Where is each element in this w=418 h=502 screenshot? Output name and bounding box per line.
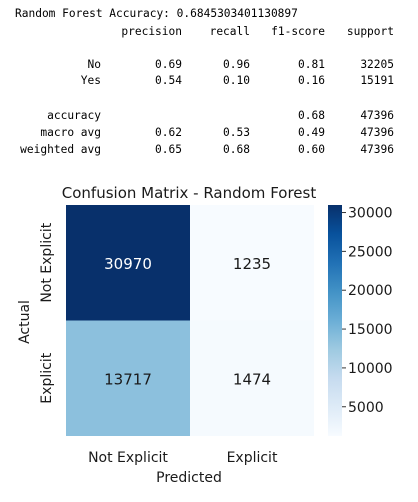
colorbar-tick-label: 5000 xyxy=(348,400,384,416)
row-recall: 0.53 xyxy=(223,126,250,139)
colorbar-tick-label: 20000 xyxy=(348,283,393,299)
row-precision: 0.69 xyxy=(155,58,182,71)
cell-value-label: 1235 xyxy=(233,255,271,273)
heatmap-cells: 30970 1235 13717 1474 xyxy=(66,205,314,436)
heatmap-cell xyxy=(66,320,190,436)
header-support: support xyxy=(346,25,394,38)
row-f1: 0.49 xyxy=(298,126,325,139)
row-precision: 0.65 xyxy=(155,143,182,156)
heatmap-cell xyxy=(66,205,190,321)
heatmap-cell xyxy=(190,320,314,436)
x-tick-label: Explicit xyxy=(227,450,278,466)
x-tick-labels: Not Explicit Explicit xyxy=(88,450,278,466)
colorbar-ticks: 5000 10000 15000 20000 25000 30000 xyxy=(342,206,393,416)
colorbar-tick-label: 10000 xyxy=(348,361,393,377)
cell-value-label: 1474 xyxy=(233,370,271,388)
classification-report: Random Forest Accuracy: 0.68453034011308… xyxy=(0,0,418,170)
row-label: Yes xyxy=(80,74,101,87)
colorbar-tick-label: 15000 xyxy=(348,322,393,338)
row-label: accuracy xyxy=(47,109,101,122)
cell-value-label: 13717 xyxy=(104,370,152,388)
header-f1-score: f1-score xyxy=(271,25,325,38)
row-label: No xyxy=(87,58,101,71)
row-f1: 0.81 xyxy=(298,58,325,71)
row-support: 47396 xyxy=(360,109,394,122)
row-label: weighted avg xyxy=(20,143,101,156)
y-axis-label: Actual xyxy=(17,300,33,344)
cell-value-label: 30970 xyxy=(104,255,152,273)
row-support: 32205 xyxy=(360,58,394,71)
row-support: 47396 xyxy=(360,126,394,139)
y-tick-label: Explicit xyxy=(39,352,55,403)
row-label: macro avg xyxy=(40,126,101,139)
row-precision: 0.54 xyxy=(155,74,182,87)
x-axis-label: Predicted xyxy=(156,470,222,486)
y-tick-label: Not Explicit xyxy=(39,222,55,302)
row-f1: 0.68 xyxy=(298,109,325,122)
colorbar xyxy=(328,205,342,436)
confusion-matrix-chart: Confusion Matrix - Random Forest 30970 12… xyxy=(17,184,393,486)
row-recall: 0.68 xyxy=(223,143,250,156)
row-recall: 0.96 xyxy=(223,58,250,71)
chart-title: Confusion Matrix - Random Forest xyxy=(62,184,317,202)
row-f1: 0.60 xyxy=(298,143,325,156)
colorbar-tick-label: 30000 xyxy=(348,206,393,222)
row-support: 15191 xyxy=(360,74,394,87)
colorbar-tick-label: 25000 xyxy=(348,244,393,260)
row-f1: 0.16 xyxy=(298,74,325,87)
header-recall: recall xyxy=(209,25,250,38)
accuracy-line: Random Forest Accuracy: 0.68453034011308… xyxy=(15,7,298,20)
row-recall: 0.10 xyxy=(223,74,250,87)
heatmap-cell xyxy=(190,205,314,321)
header-precision: precision xyxy=(121,25,182,38)
row-support: 47396 xyxy=(360,143,394,156)
y-tick-labels: Not Explicit Explicit xyxy=(39,222,55,403)
x-tick-label: Not Explicit xyxy=(88,450,168,466)
row-precision: 0.62 xyxy=(155,126,182,139)
